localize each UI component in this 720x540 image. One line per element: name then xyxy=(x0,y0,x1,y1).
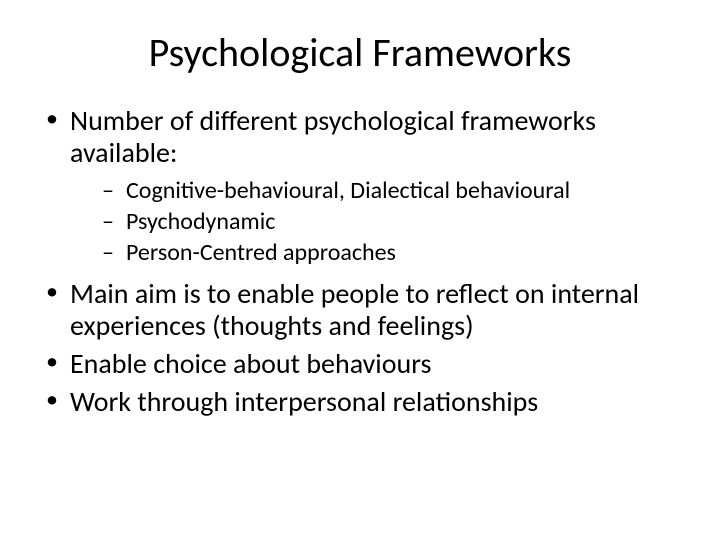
sub-bullet-item: Psychodynamic xyxy=(70,208,680,237)
bullet-text: Number of different psychological framew… xyxy=(70,103,596,170)
bullet-item: Work through interpersonal relationships xyxy=(40,386,680,418)
sub-bullet-list: Cognitive-behavioural, Dialectical behav… xyxy=(70,177,680,267)
bullet-item: Enable choice about behaviours xyxy=(40,348,680,380)
slide: Psychological Frameworks Number of diffe… xyxy=(0,0,720,540)
bullet-text: Main aim is to enable people to reflect … xyxy=(70,276,639,343)
bullet-list: Number of different psychological framew… xyxy=(40,105,680,419)
bullet-text: Work through interpersonal relationships xyxy=(70,384,538,419)
bullet-text: Enable choice about behaviours xyxy=(70,346,431,381)
slide-title: Psychological Frameworks xyxy=(40,28,680,77)
bullet-item: Main aim is to enable people to reflect … xyxy=(40,278,680,342)
sub-bullet-item: Person-Centred approaches xyxy=(70,239,680,268)
sub-bullet-item: Cognitive-behavioural, Dialectical behav… xyxy=(70,177,680,206)
bullet-item: Number of different psychological framew… xyxy=(40,105,680,268)
